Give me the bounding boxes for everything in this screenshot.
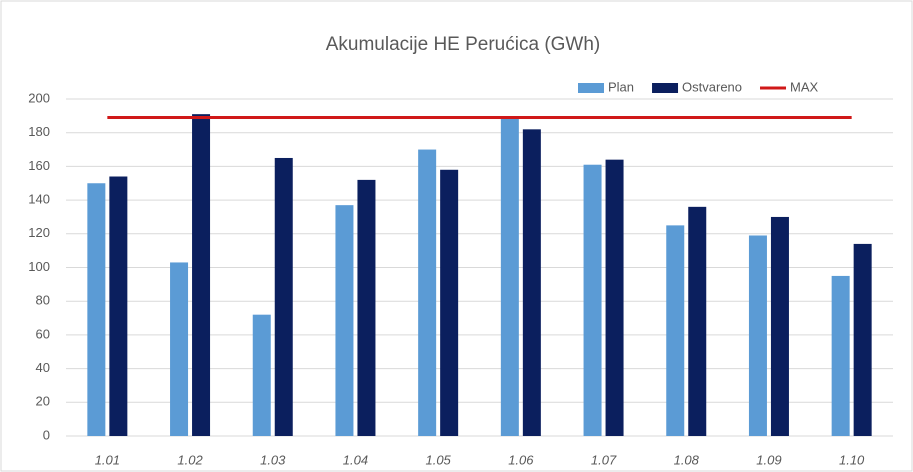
bar: [500, 117, 519, 436]
y-tick-label: 160: [28, 158, 50, 173]
chart-title: Akumulacije HE Perućica (GWh): [326, 34, 601, 55]
x-tick-label: 1.07: [591, 452, 617, 467]
x-tick-label: 1.09: [756, 452, 781, 467]
y-tick-label: 100: [28, 259, 50, 274]
bar: [688, 206, 707, 436]
y-tick-label: 140: [28, 192, 50, 207]
bar: [666, 225, 685, 436]
bar: [748, 235, 767, 436]
x-tick-label: 1.04: [343, 452, 368, 467]
bar: [357, 179, 376, 436]
x-tick-label: 1.08: [674, 452, 700, 467]
legend-label: Ostvareno: [682, 79, 742, 94]
bar: [170, 262, 189, 436]
bar: [418, 149, 437, 437]
bar: [853, 243, 872, 436]
y-tick-label: 200: [28, 90, 50, 105]
y-tick-label: 40: [36, 360, 50, 375]
legend-label: Plan: [608, 79, 634, 94]
y-tick-label: 80: [36, 293, 50, 308]
x-tick-label: 1.06: [508, 452, 534, 467]
legend-label: MAX: [790, 79, 819, 94]
bar: [192, 114, 211, 436]
bar: [87, 183, 106, 436]
legend-swatch: [652, 83, 679, 93]
x-tick-label: 1.01: [95, 452, 120, 467]
y-tick-label: 0: [43, 427, 50, 442]
y-tick-label: 20: [36, 394, 50, 409]
bar: [335, 205, 354, 436]
bar: [522, 129, 541, 436]
y-tick-label: 120: [28, 225, 50, 240]
bar: [440, 169, 459, 436]
bar: [109, 176, 128, 436]
x-tick-label: 1.05: [425, 452, 451, 467]
y-tick-label: 180: [28, 124, 50, 139]
x-tick-label: 1.10: [839, 452, 865, 467]
legend-swatch: [578, 83, 604, 93]
bar: [252, 314, 271, 436]
x-tick-label: 1.02: [177, 452, 203, 467]
bar: [274, 157, 293, 436]
y-tick-label: 60: [36, 326, 50, 341]
x-tick-label: 1.03: [260, 452, 286, 467]
bar: [831, 275, 850, 436]
bar: [770, 216, 789, 436]
bar: [605, 159, 624, 436]
bar: [583, 164, 602, 436]
